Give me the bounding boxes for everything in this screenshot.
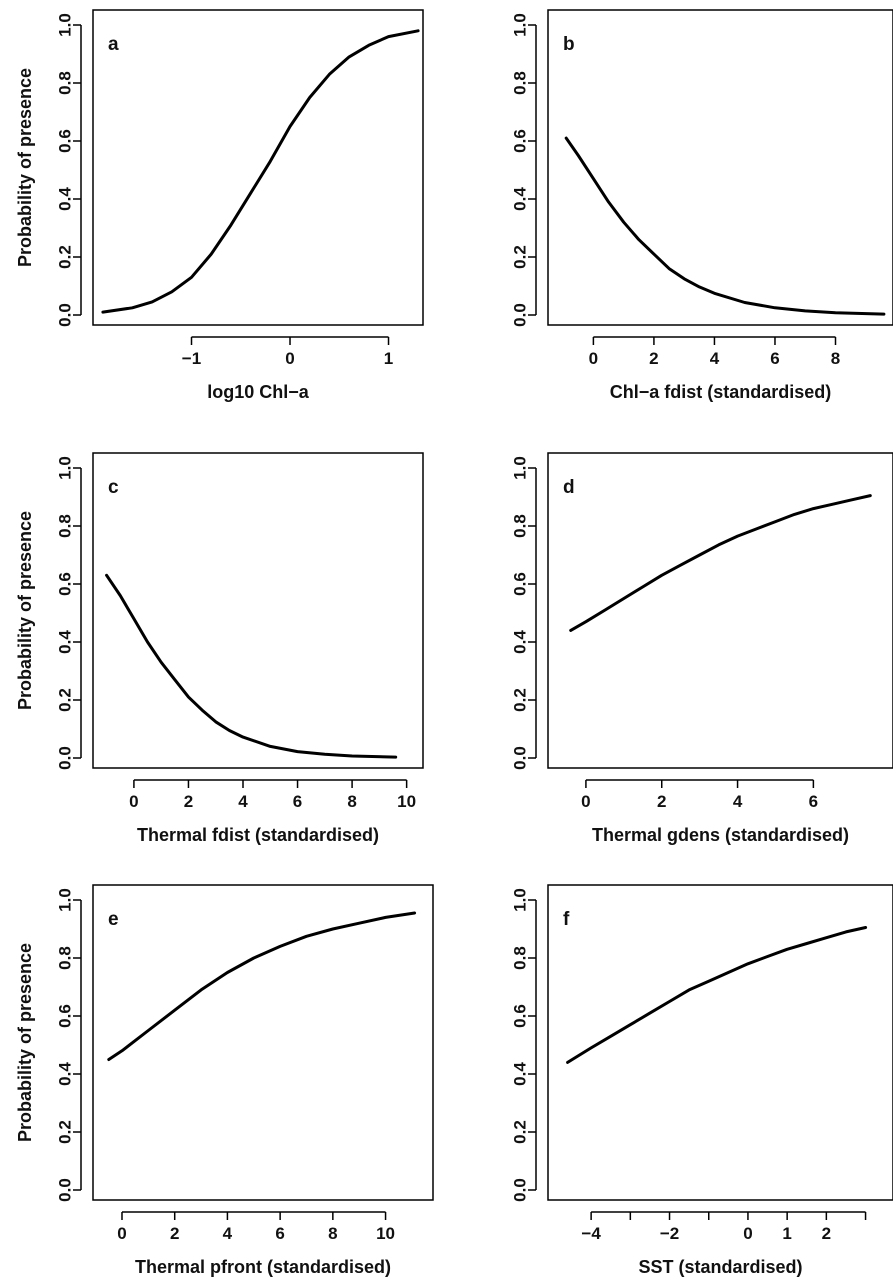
y-tick-label: 0.8 [511,946,530,970]
y-tick-label: 0.8 [56,514,75,538]
y-tick-label: 0.2 [56,688,75,712]
panel-b: 0.0 0.2 0.4 0.6 0.8 1.0 0 2 4 6 8 Chl−a fdist (stan… [511,10,893,402]
x-tick-label: 4 [223,1224,233,1243]
y-tick-label: 0.4 [56,1062,75,1086]
response-curve [571,496,871,631]
panel-c: 0.0 0.2 0.4 0.6 0.8 1.0 0 2 4 6 8 10 Thermal fdist (… [15,453,423,845]
y-tick-label: 0.4 [511,630,530,654]
panel-letter: f [563,909,570,930]
y-tick-label: 1.0 [56,888,75,912]
y-tick-label: 0.8 [56,946,75,970]
panel-a: 0.0 0.2 0.4 0.6 0.8 1.0 −1 0 1 log10 Chl−a Probabi… [15,10,423,402]
x-tick-label: 10 [376,1224,395,1243]
response-curve [107,575,396,757]
panel-letter: c [108,477,119,498]
y-axis-label: Probability of presence [15,511,35,710]
y-tick-label: 0.8 [56,71,75,95]
x-axis-label: Thermal fdist (standardised) [137,825,379,845]
y-tick-label: 0.0 [511,746,530,770]
x-tick-label: 0 [285,349,294,368]
x-axis-label: Chl−a fdist (standardised) [610,382,832,402]
y-tick-label: 1.0 [56,13,75,37]
y-tick-label: 1.0 [56,456,75,480]
y-tick-label: 0.0 [511,1178,530,1202]
y-tick-label: 0.6 [56,1004,75,1028]
response-curve [103,31,418,312]
x-tick-label: 10 [397,792,416,811]
y-tick-label: 1.0 [511,13,530,37]
x-tick-label: 4 [733,792,743,811]
x-tick-label: −4 [581,1224,601,1243]
y-tick-label: 0.0 [56,746,75,770]
x-axis-label: Thermal gdens (standardised) [592,825,849,845]
response-curve [566,138,884,314]
x-tick-label: 6 [275,1224,284,1243]
plot-frame [548,10,893,325]
y-tick-label: 0.0 [56,1178,75,1202]
panel-d: 0.0 0.2 0.4 0.6 0.8 1.0 0 2 4 6 Thermal gdens (sta… [511,453,893,845]
x-tick-label: −2 [660,1224,679,1243]
panel-f: 0.0 0.2 0.4 0.6 0.8 1.0 −4 −2 0 1 2 SST (standardis… [511,885,893,1277]
response-curve [109,913,415,1060]
y-axis-label: Probability of presence [15,68,35,267]
x-axis-label: log10 Chl−a [207,382,310,402]
x-tick-label: 1 [782,1224,791,1243]
y-tick-label: 0.6 [56,572,75,596]
x-tick-label: 1 [384,349,393,368]
x-tick-label: 6 [770,349,779,368]
y-tick-label: 0.2 [511,245,530,269]
x-axis-label: SST (standardised) [638,1257,802,1277]
plot-frame [93,10,423,325]
response-curve [568,928,866,1063]
panel-letter: b [563,34,575,55]
y-tick-label: 0.4 [511,1062,530,1086]
x-tick-label: 0 [117,1224,126,1243]
y-tick-label: 0.6 [511,1004,530,1028]
x-axis-label: Thermal pfront (standardised) [135,1257,391,1277]
x-tick-label: 6 [809,792,818,811]
panel-letter: e [108,909,119,930]
x-tick-label: 2 [657,792,666,811]
x-tick-label: 8 [831,349,840,368]
plot-frame [93,453,423,768]
y-tick-label: 0.8 [511,514,530,538]
x-tick-label: 6 [293,792,302,811]
y-axis-label: Probability of presence [15,943,35,1142]
plot-frame [93,885,433,1200]
y-tick-label: 0.2 [511,688,530,712]
y-tick-label: 0.2 [56,245,75,269]
panel-letter: a [108,34,119,55]
x-tick-label: −1 [182,349,201,368]
y-tick-label: 0.6 [511,572,530,596]
x-tick-label: 8 [328,1224,337,1243]
y-tick-label: 0.6 [56,129,75,153]
x-tick-label: 2 [649,349,658,368]
y-tick-label: 0.6 [511,129,530,153]
x-tick-label: 4 [710,349,720,368]
y-tick-label: 0.8 [511,71,530,95]
panel-e: 0.0 0.2 0.4 0.6 0.8 1.0 0 2 4 6 8 10 Thermal pfront … [15,885,433,1277]
x-tick-label: 0 [129,792,138,811]
x-tick-label: 0 [581,792,590,811]
y-tick-label: 0.0 [56,303,75,327]
panel-letter: d [563,477,575,498]
x-tick-label: 0 [743,1224,752,1243]
y-tick-label: 1.0 [511,456,530,480]
y-tick-label: 0.4 [56,187,75,211]
y-tick-label: 0.0 [511,303,530,327]
y-tick-label: 0.4 [511,187,530,211]
x-tick-label: 0 [589,349,598,368]
x-tick-label: 4 [238,792,248,811]
x-tick-label: 2 [822,1224,831,1243]
y-tick-label: 1.0 [511,888,530,912]
x-tick-label: 2 [170,1224,179,1243]
x-tick-label: 8 [347,792,356,811]
y-tick-label: 0.2 [511,1120,530,1144]
plot-frame [548,453,893,768]
y-tick-label: 0.2 [56,1120,75,1144]
x-tick-label: 2 [184,792,193,811]
y-tick-label: 0.4 [56,630,75,654]
